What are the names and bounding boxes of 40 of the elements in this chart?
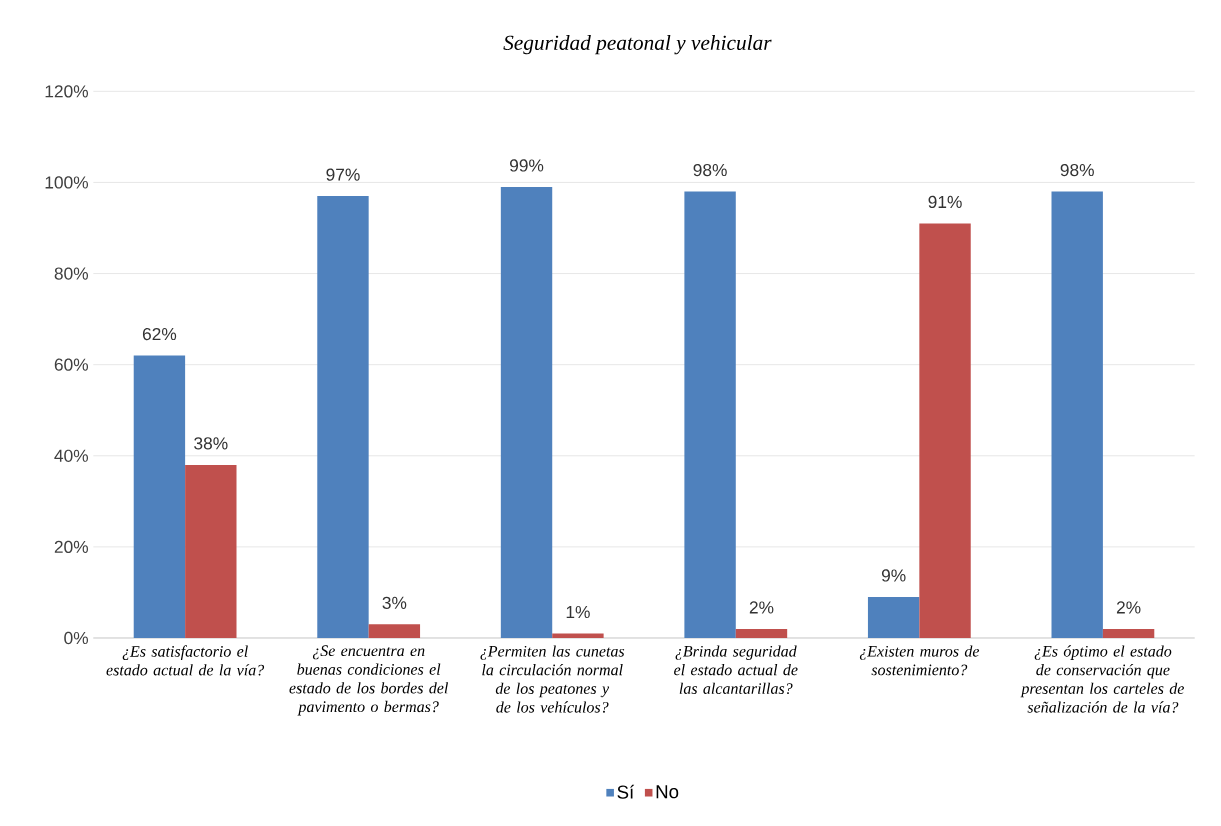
- x-tick-label: ¿Es óptimo el estado de conservación que presentan los carteles de señalización de la vía?: [1020, 645, 1184, 713]
- data-label: 97%: [326, 168, 360, 181]
- x-tick-label: ¿Brinda seguridad el estado actual de las alcantarillas?: [674, 645, 798, 695]
- data-label: 98%: [693, 163, 727, 177]
- bar: [185, 464, 237, 638]
- data-label: 99%: [510, 159, 544, 172]
- y-tick-label: 40%: [54, 449, 89, 462]
- y-tick-label: 100%: [45, 176, 89, 189]
- data-label: 2%: [749, 601, 774, 614]
- bar: [1102, 628, 1155, 638]
- y-tick-label: 60%: [54, 358, 89, 371]
- bar: [133, 355, 186, 638]
- chart-title: Seguridad peatonal y vehicular: [503, 34, 772, 55]
- y-tick-label: 120%: [45, 85, 89, 98]
- data-label: 3%: [382, 596, 407, 609]
- legend-label: Sí: [617, 784, 635, 799]
- data-label: 1%: [566, 605, 590, 619]
- x-tick-label: ¿Se encuentra en buenas condiciones el estado de los bordes del pavimento o bermas?: [289, 645, 449, 716]
- bar: [684, 191, 736, 638]
- bar: [500, 187, 553, 638]
- data-label: 38%: [194, 437, 228, 450]
- bar: [368, 624, 421, 638]
- bar: [867, 597, 920, 638]
- data-label: 9%: [881, 569, 906, 582]
- x-tick-label: ¿Es satisfactorio el estado actual de la vía?: [106, 645, 265, 676]
- bar: [735, 628, 788, 638]
- x-tick-label: ¿Existen muros de sostenimiento?: [859, 645, 980, 676]
- legend-label: No: [656, 785, 679, 799]
- y-tick-label: 80%: [54, 267, 89, 280]
- data-label: 2%: [1116, 601, 1141, 614]
- x-tick-label: ¿Permiten las cunetas la circulación normal de los peatones y de los vehículos?: [480, 645, 625, 713]
- data-label: 98%: [1060, 163, 1094, 177]
- bar: [317, 196, 369, 638]
- data-label: 91%: [928, 195, 962, 209]
- bar: [919, 223, 971, 638]
- y-tick-label: 20%: [54, 540, 89, 554]
- bar: [1051, 191, 1103, 638]
- data-label: 62%: [142, 327, 177, 341]
- y-tick-label: 0%: [64, 631, 89, 645]
- bar: [552, 633, 604, 638]
